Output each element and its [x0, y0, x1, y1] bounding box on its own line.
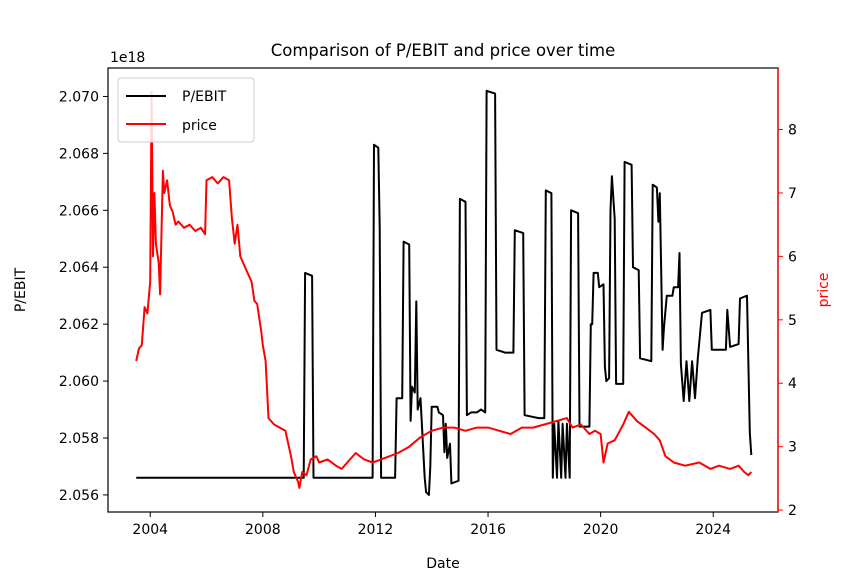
- legend-label-pebit: P/EBIT: [182, 89, 227, 105]
- x-tick-label: 2024: [695, 522, 731, 538]
- right-y-tick-label: 7: [788, 186, 797, 202]
- x-tick-label: 2008: [245, 522, 281, 538]
- legend: P/EBIT price: [117, 77, 255, 143]
- right-y-axis: 2 3 4 5 6 7 8: [777, 68, 797, 519]
- left-y-tick-label: 2.070: [59, 89, 99, 105]
- right-y-tick-label: 2: [788, 503, 797, 519]
- x-tick-label: 2012: [358, 522, 394, 538]
- right-y-tick-label: 8: [788, 123, 797, 139]
- left-y-tick-label: 2.064: [59, 260, 99, 276]
- x-tick-label: 2020: [583, 522, 619, 538]
- x-tick-label: 2016: [470, 522, 506, 538]
- legend-box: [117, 77, 255, 143]
- right-y-tick-label: 3: [788, 440, 797, 456]
- x-axis: 2004 2008 2012 2016 2020 2024: [132, 512, 731, 538]
- left-y-tick-label: 2.060: [59, 374, 99, 390]
- left-y-axis-label: P/EBIT: [13, 267, 29, 312]
- right-y-axis-label: price: [816, 273, 832, 308]
- left-y-tick-label: 2.056: [59, 488, 99, 504]
- series-line-pebit: [136, 89, 753, 496]
- right-y-tick-label: 4: [788, 376, 797, 392]
- right-y-tick-label: 5: [788, 313, 797, 329]
- right-y-tick-label: 6: [788, 249, 797, 265]
- left-y-tick-label: 2.068: [59, 146, 99, 162]
- left-y-tick-label: 2.066: [59, 203, 99, 219]
- left-y-axis: 2.056 2.058 2.060 2.062 2.064 2.066 2.068 2.070: [59, 89, 108, 504]
- left-axis-offset-text: 1e18: [110, 50, 145, 66]
- series-line-price: [135, 90, 753, 489]
- left-y-tick-label: 2.062: [59, 317, 99, 333]
- chart-title: Comparison of P/EBIT and price over time: [271, 41, 616, 60]
- legend-label-price: price: [182, 118, 217, 134]
- left-y-tick-label: 2.058: [59, 431, 99, 447]
- x-axis-label: Date: [426, 556, 459, 572]
- x-tick-label: 2004: [132, 522, 168, 538]
